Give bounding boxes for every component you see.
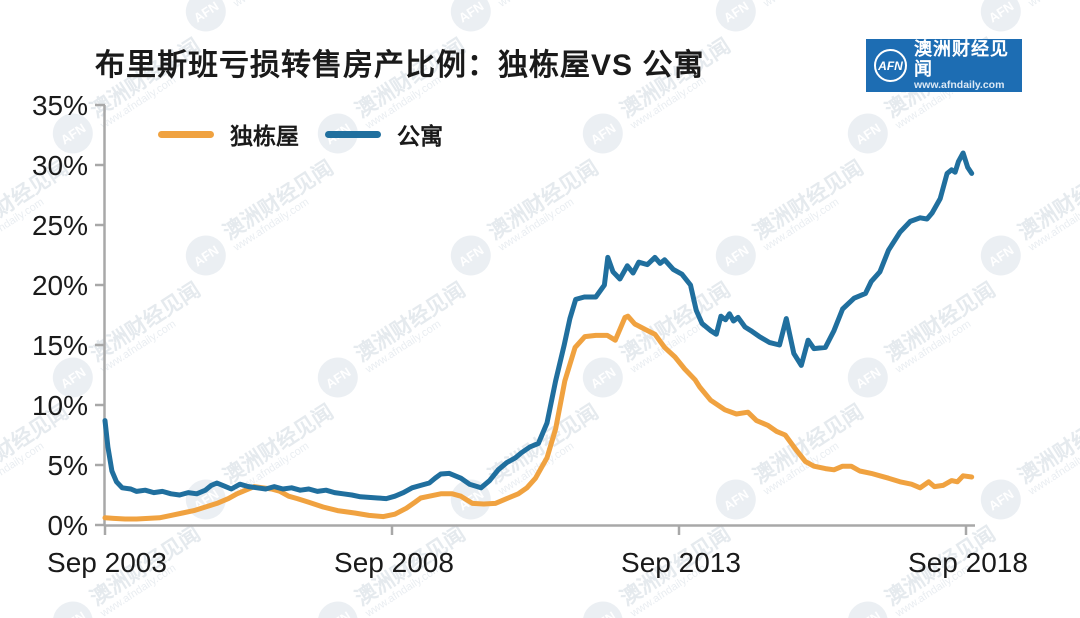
afn-logo-url: www.afndaily.com [914, 78, 1005, 91]
y-tick-label: 15% [32, 330, 88, 361]
x-tick-label: Sep 2003 [47, 547, 167, 578]
y-tick-label: 20% [32, 270, 88, 301]
afn-logo-badge-icon: AFN [874, 49, 907, 82]
afn-logo-name: 澳洲财经见闻 [914, 38, 1009, 79]
y-tick-label: 25% [32, 210, 88, 241]
y-tick-label: 30% [32, 150, 88, 181]
legend-item-houses: 独栋屋 [158, 117, 299, 151]
y-tick-label: 35% [32, 90, 88, 121]
x-tick-label: Sep 2013 [621, 547, 741, 578]
chart-title: 布里斯班亏损转售房产比例：独栋屋VS 公寓 [95, 49, 705, 82]
y-tick-label: 0% [48, 510, 88, 541]
legend-swatch-apartments [325, 130, 381, 138]
x-tick-label: Sep 2008 [334, 547, 454, 578]
afn-logo: AFN 澳洲财经见闻 www.afndaily.com [866, 39, 1022, 92]
legend-label-houses: 独栋屋 [230, 123, 299, 149]
legend: 独栋屋 公寓 [158, 117, 443, 151]
series-line-apartments [102, 150, 975, 502]
x-tick-label: Sep 2018 [908, 547, 1028, 578]
legend-swatch-houses [158, 130, 214, 138]
afn-logo-text: 澳洲财经见闻 www.afndaily.com [914, 38, 1022, 91]
legend-label-apartments: 公寓 [397, 123, 443, 149]
y-tick-label: 5% [48, 450, 88, 481]
legend-item-apartments: 公寓 [325, 117, 443, 151]
y-tick-label: 10% [32, 390, 88, 421]
